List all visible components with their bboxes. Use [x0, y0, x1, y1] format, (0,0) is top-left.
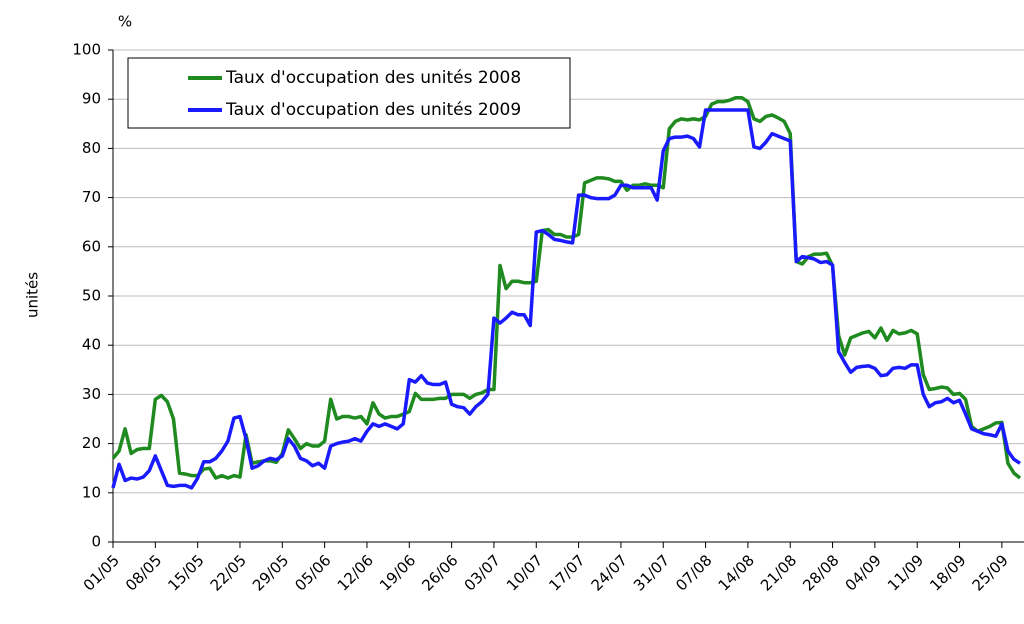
y-tick-label: 80	[82, 139, 101, 157]
legend-box	[127, 57, 571, 129]
x-tick-label: 26/06	[418, 551, 461, 594]
x-tick-label: 08/05	[122, 551, 165, 594]
x-tick-label: 11/09	[884, 551, 927, 594]
x-tick-label: 04/09	[842, 551, 885, 594]
y-tick-label: 50	[82, 287, 101, 305]
y-tick-label: 30	[82, 385, 101, 403]
y-axis-label: unités	[24, 272, 42, 318]
y-tick-label: 20	[82, 434, 101, 452]
x-tick-label: 24/07	[588, 551, 631, 594]
legend-label: Taux d'occupation des unités 2009	[225, 100, 521, 120]
y-tick-label: 10	[82, 483, 101, 501]
x-tick-label: 03/07	[461, 551, 504, 594]
y-tick-label: 40	[82, 336, 101, 354]
line-series	[111, 108, 1021, 490]
x-tick-label: 22/05	[207, 551, 250, 594]
x-tick-label: 28/08	[799, 551, 842, 594]
x-tick-label: 07/08	[672, 551, 715, 594]
x-tick-label: 05/06	[291, 551, 334, 594]
x-tick-label: 17/07	[545, 551, 588, 594]
y-tick-label: 0	[91, 533, 101, 551]
x-tick-label: 21/08	[757, 551, 800, 594]
x-tick-label: 29/05	[249, 551, 292, 594]
y-tick-label: 100	[72, 41, 101, 59]
y-unit: %	[118, 13, 132, 31]
x-tick-label: 25/09	[969, 551, 1012, 594]
x-tick-label: 15/05	[164, 551, 207, 594]
y-tick-label: 90	[82, 90, 101, 108]
y-tick-label: 70	[82, 188, 101, 206]
legend-label: Taux d'occupation des unités 2008	[225, 68, 521, 88]
x-tick-label: 01/05	[80, 551, 123, 594]
x-tick-label: 18/09	[926, 551, 969, 594]
line-series	[111, 95, 1022, 480]
x-tick-label: 12/06	[334, 551, 377, 594]
y-tick-label: 60	[82, 237, 101, 255]
x-tick-label: 19/06	[376, 551, 419, 594]
x-tick-label: 14/08	[715, 551, 758, 594]
x-tick-label: 10/07	[503, 551, 546, 594]
x-tick-label: 31/07	[630, 551, 673, 594]
